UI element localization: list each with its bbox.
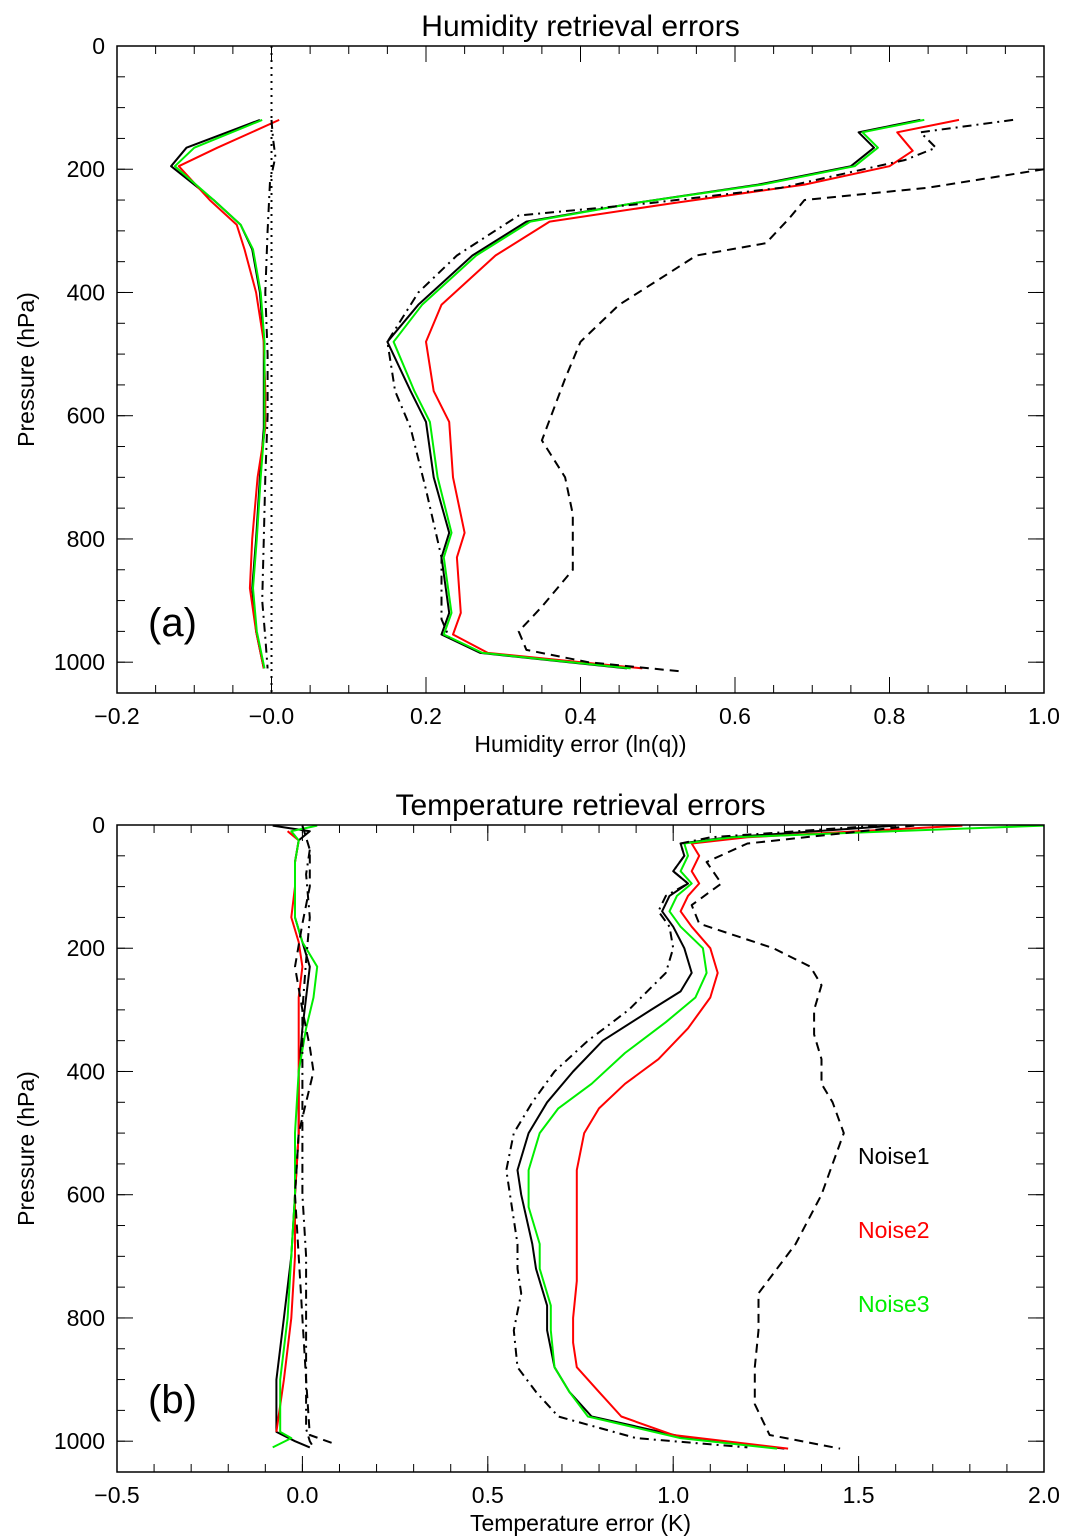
y-tick-label: 400 [67, 1058, 105, 1084]
y-tick-label: 800 [67, 1305, 105, 1331]
series-line-rms_dashed [690, 825, 915, 1450]
series-line-rms_dashdot [505, 825, 878, 1449]
x-tick-label: 0.0 [286, 1482, 318, 1508]
y-tick-label: 200 [67, 156, 105, 182]
legend-entry: Noise2 [858, 1217, 930, 1243]
y-tick-label: 600 [67, 403, 105, 429]
x-axis-label: Humidity error (ln(q)) [474, 731, 686, 757]
series-group [272, 825, 1044, 1450]
series-line-rms2 [572, 825, 963, 1450]
legend-entry: Noise3 [858, 1291, 930, 1317]
legend-entry: Noise1 [858, 1143, 930, 1169]
x-tick-label: 0.5 [472, 1482, 504, 1508]
series-line-bias3 [173, 118, 266, 669]
chart-panel-b: Temperature retrieval errors Temperature … [13, 789, 1060, 1536]
series-line-rms2 [425, 118, 960, 670]
panel-label: (a) [148, 601, 197, 645]
x-tick-label: 1.0 [1028, 703, 1060, 729]
x-tick-label: −0.5 [94, 1482, 139, 1508]
x-tick-label: 0.6 [719, 703, 751, 729]
series-line-rms3 [527, 825, 1044, 1450]
y-tick-label: 800 [67, 526, 105, 552]
series-line-rms_dashdot [386, 118, 1014, 638]
x-tick-label: 2.0 [1028, 1482, 1060, 1508]
chart-panel-a: Humidity retrieval errors Humidity error … [13, 10, 1060, 757]
y-axis-label: Pressure (hPa) [13, 292, 39, 447]
plot-frame [116, 45, 1045, 694]
x-tick-label: 0.8 [874, 703, 906, 729]
panel-label: (b) [148, 1378, 197, 1422]
chart-title: Temperature retrieval errors [395, 789, 765, 822]
x-tick-label: 0.2 [410, 703, 442, 729]
chart-title: Humidity retrieval errors [421, 10, 739, 43]
series-line-bias_dashed [294, 825, 337, 1446]
y-axis-label: Pressure (hPa) [13, 1071, 39, 1226]
series-line-bias_dashdot [301, 849, 315, 1448]
series-line-rms3 [392, 118, 925, 670]
y-tick-label: 400 [67, 279, 105, 305]
y-tick-label: 600 [67, 1182, 105, 1208]
series-line-rms_dashed [517, 168, 1044, 673]
series-line-bias_dashdot [261, 119, 277, 669]
series-line-bias3 [272, 825, 319, 1449]
x-axis-label: Temperature error (K) [470, 1510, 691, 1536]
x-tick-label: 1.5 [843, 1482, 875, 1508]
series-group [170, 46, 1044, 693]
y-tick-label: 0 [92, 812, 105, 838]
plot-frame [116, 824, 1045, 1473]
y-tick-label: 1000 [54, 1428, 105, 1454]
y-tick-label: 200 [67, 935, 105, 961]
x-tick-label: −0.2 [94, 703, 139, 729]
x-tick-label: 0.4 [565, 703, 597, 729]
x-tick-label: 1.0 [657, 1482, 689, 1508]
y-tick-label: 0 [92, 33, 105, 59]
x-tick-label: −0.0 [249, 703, 294, 729]
y-tick-label: 1000 [54, 649, 105, 675]
